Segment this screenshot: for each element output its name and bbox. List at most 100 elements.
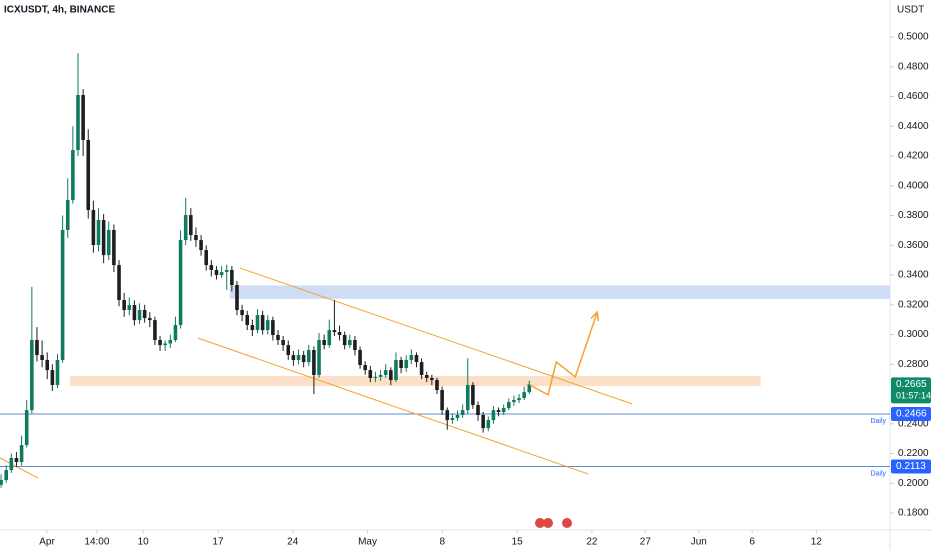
candle-body	[55, 359, 60, 385]
trend-line	[197, 337, 589, 475]
candle-body	[178, 240, 183, 326]
candle-body	[132, 305, 137, 321]
candle-body	[45, 359, 50, 371]
candle-body	[486, 420, 491, 429]
candle-body	[312, 350, 316, 376]
candle-body	[153, 320, 157, 341]
candle-body	[481, 415, 485, 429]
candle-body	[512, 399, 516, 403]
candle-body	[137, 309, 142, 321]
y-tick-label: 0.3200	[898, 299, 929, 310]
candle-body	[419, 362, 424, 376]
event-icon	[562, 518, 572, 528]
candle-body	[199, 240, 203, 251]
x-tick-label: 17	[212, 537, 224, 548]
candle-body	[342, 334, 347, 346]
candle-body	[230, 269, 234, 286]
candle-body	[224, 269, 229, 273]
candle-body	[112, 229, 116, 266]
candle-body	[337, 332, 342, 335]
y-tick-label: 0.4400	[898, 121, 929, 132]
candle-body	[317, 340, 321, 376]
candle-body	[409, 355, 414, 360]
candle-body	[301, 355, 306, 363]
candle-body	[4, 470, 8, 481]
candle-body	[86, 139, 91, 211]
x-tick-label: 24	[287, 537, 299, 548]
price-tag	[891, 459, 931, 474]
candle-body	[0, 480, 3, 485]
chart-title: ICXUSDT, 4h, BINANCE	[4, 5, 115, 16]
candle-body	[322, 340, 326, 346]
candle-body	[245, 315, 250, 326]
y-tick-label: 0.4800	[898, 61, 929, 72]
candle-body	[276, 334, 280, 341]
candle-body	[158, 340, 162, 346]
candle-body	[496, 410, 501, 413]
candle-body	[389, 370, 393, 381]
candle-body	[35, 340, 39, 356]
candle-body	[19, 445, 24, 463]
price-tag	[891, 406, 931, 421]
y-tick-label: 0.2400	[898, 418, 929, 429]
candle-body	[383, 370, 388, 376]
candle-body	[142, 309, 147, 319]
event-icon	[535, 518, 545, 528]
candle-body	[378, 375, 383, 377]
candle-body	[281, 340, 285, 346]
candle-body	[404, 359, 409, 369]
candle-body	[240, 309, 244, 316]
candle-body	[81, 95, 85, 140]
x-tick-label: Apr	[39, 537, 55, 548]
arrow-head	[590, 310, 600, 322]
candle-body	[209, 265, 214, 270]
candle-body	[368, 370, 373, 378]
candle-body	[127, 305, 132, 310]
zone	[229, 285, 890, 299]
price-tag-label: 0.2466	[896, 409, 927, 420]
candle-body	[445, 410, 450, 421]
candle-body	[147, 318, 152, 321]
event-icon	[543, 518, 553, 528]
candle-body	[527, 384, 532, 393]
candle-body	[414, 355, 419, 363]
candle-body	[260, 315, 265, 331]
line-note: Daily	[870, 470, 886, 477]
candle-body	[265, 320, 270, 331]
x-tick-label: Jun	[691, 537, 707, 548]
candle-body	[363, 365, 367, 371]
trend-line	[0, 457, 39, 479]
candle-body	[394, 359, 398, 381]
y-tick-label: 0.5000	[898, 32, 929, 43]
x-tick-label: 8	[440, 537, 446, 548]
candle-body	[286, 345, 291, 356]
y-tick-label: 0.2800	[898, 359, 929, 370]
candle-body	[306, 350, 311, 363]
candle-body	[450, 417, 455, 421]
last-price-tag	[891, 377, 931, 404]
candle-body	[332, 330, 337, 333]
x-tick-label: May	[358, 537, 377, 548]
y-tick-label: 0.3400	[898, 270, 929, 281]
y-tick-label: 0.4200	[898, 151, 929, 162]
candle-body	[101, 220, 106, 256]
candle-body	[271, 320, 275, 335]
countdown-label: 01:57:14	[896, 391, 931, 401]
candle-body	[476, 405, 480, 416]
candle-body	[424, 375, 429, 378]
candle-body	[465, 384, 470, 411]
y-tick-label: 0.3600	[898, 240, 929, 251]
candle-body	[168, 340, 173, 344]
y-tick-label: 0.2200	[898, 448, 929, 459]
y-tick-label: 0.3800	[898, 210, 929, 221]
candle-body	[117, 265, 121, 301]
y-tick-label: 0.2000	[898, 478, 929, 489]
zone	[69, 376, 761, 387]
candle-body	[189, 215, 193, 236]
projection-arrow	[529, 311, 598, 397]
candle-body	[76, 95, 80, 151]
y-tick-label: 0.4600	[898, 91, 929, 102]
candle-body	[50, 370, 55, 385]
